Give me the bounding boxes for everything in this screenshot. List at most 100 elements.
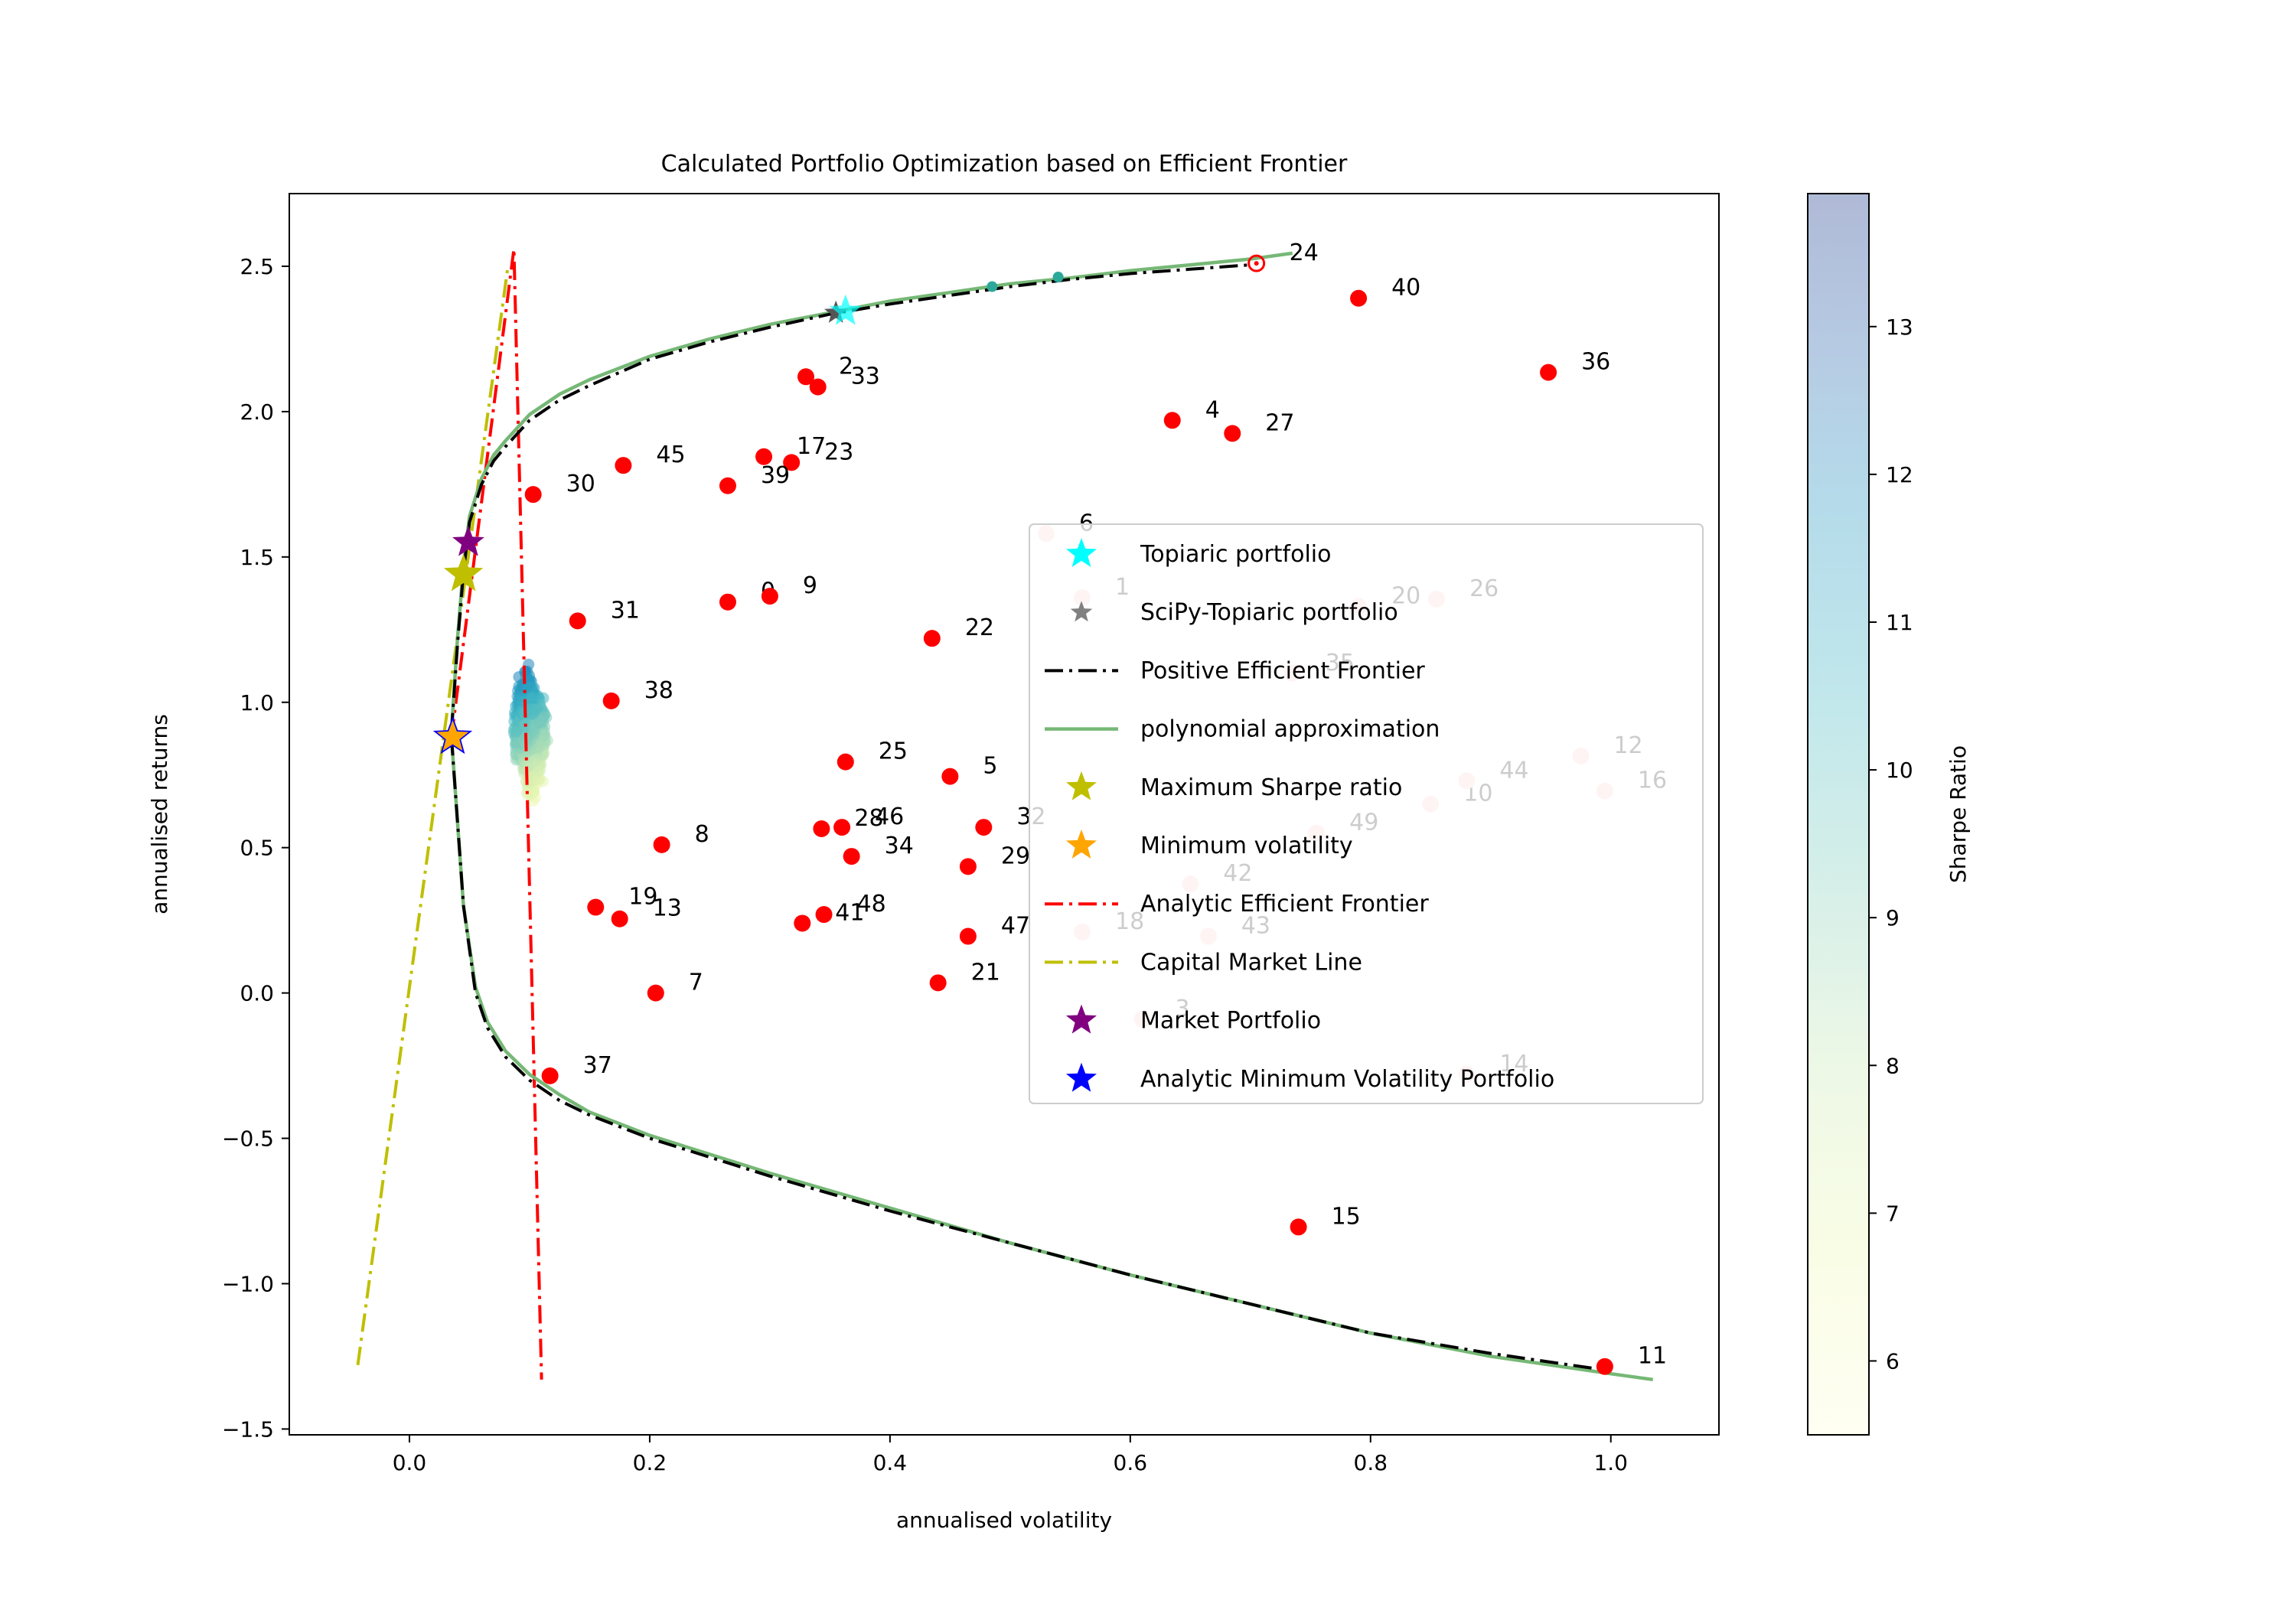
asset-label: 17	[797, 433, 826, 460]
legend-label: Topiaric portfolio	[1140, 541, 1331, 568]
topiaric-star	[829, 294, 862, 325]
asset-point	[975, 819, 993, 836]
minimum-volatility-star	[436, 720, 469, 751]
legend-label: Capital Market Line	[1140, 949, 1362, 976]
asset-point	[837, 753, 854, 771]
asset-label: 30	[566, 471, 595, 497]
random-portfolio-point	[510, 725, 523, 738]
legend-label: Maximum Sharpe ratio	[1140, 774, 1402, 801]
plot-frame	[289, 193, 1720, 1436]
asset-point	[959, 858, 977, 875]
colorbar: 6 7 8 9 10 11 12 13	[1807, 193, 1913, 1436]
colorbar-tick-label: 13	[1886, 315, 1913, 340]
x-tick-label: 0.4	[873, 1450, 908, 1475]
asset-label: 24	[1290, 240, 1319, 266]
asset-point	[1163, 412, 1181, 429]
colorbar-tick-label: 11	[1886, 610, 1913, 635]
random-portfolio-point	[537, 711, 550, 723]
legend-marker-9	[1066, 1062, 1097, 1092]
asset-point	[1247, 254, 1266, 272]
polynomial-approximation-upper	[449, 251, 1293, 732]
y-tick-label: 1.5	[240, 545, 274, 570]
asset-point	[797, 368, 814, 386]
asset-label: 31	[611, 597, 640, 624]
asset-label: 28	[854, 805, 883, 832]
y-tick-label: 0.5	[240, 836, 274, 861]
legend-marker-1	[1070, 601, 1093, 622]
frontier-sample-point	[1052, 272, 1064, 283]
scipy-topiaric-star	[824, 300, 848, 323]
asset-point	[602, 692, 620, 709]
asset-label: 38	[644, 677, 673, 704]
x-tick-label: 0.8	[1354, 1450, 1388, 1475]
x-axis-label: annualised volatility	[896, 1508, 1112, 1533]
asset-label: 15	[1332, 1203, 1361, 1230]
legend-label: polynomial approximation	[1140, 716, 1440, 743]
asset-point	[783, 454, 801, 471]
asset-point	[647, 984, 664, 1002]
colorbar-tick-label: 8	[1886, 1053, 1900, 1078]
asset-point	[1290, 1218, 1307, 1236]
asset-label: 33	[851, 363, 880, 390]
y-tick-label: −1.5	[222, 1416, 274, 1442]
capital-market-line	[356, 266, 510, 1366]
legend-marker-5	[1066, 830, 1097, 859]
asset-point	[569, 612, 586, 630]
asset-label: 13	[653, 895, 682, 922]
market-portfolio-star	[452, 525, 484, 556]
asset-label: 37	[583, 1052, 612, 1079]
asset-label: 21	[971, 959, 1000, 986]
asset-point	[813, 820, 830, 837]
asset-point	[794, 914, 811, 932]
random-portfolios-cloud	[507, 658, 553, 807]
random-portfolio-point	[525, 771, 537, 783]
asset-point	[587, 898, 605, 916]
asset-label: 23	[824, 438, 853, 465]
frontier-sample-point	[987, 281, 998, 292]
colorbar-label: Sharpe Ratio	[1945, 745, 1971, 883]
asset-point	[719, 477, 736, 494]
asset-label: 40	[1391, 275, 1420, 302]
asset-point	[923, 630, 941, 647]
colorbar-frame	[1807, 193, 1870, 1436]
colorbar-tick-label: 7	[1886, 1201, 1900, 1226]
legend: Topiaric portfolio SciPy-Topiaric portfol…	[1029, 523, 1704, 1104]
asset-label: 5	[983, 753, 997, 780]
y-tick-label: 2.0	[240, 399, 274, 425]
asset-point	[761, 588, 778, 605]
colorbar-tick-label: 9	[1886, 905, 1900, 931]
x-tick-label: 0.6	[1114, 1450, 1148, 1475]
asset-label: 7	[689, 970, 703, 996]
asset-label: 39	[761, 462, 790, 489]
asset-point	[815, 906, 833, 924]
colorbar-tick-label: 12	[1886, 462, 1913, 487]
asset-point	[653, 836, 670, 853]
asset-label: 41	[835, 899, 864, 926]
legend-marker-8	[1066, 1004, 1097, 1034]
chart-title: Calculated Portfolio Optimization based …	[661, 151, 1348, 178]
x-tick-label: 0.0	[393, 1450, 427, 1475]
asset-label: 29	[1001, 843, 1030, 869]
colorbar-gradient	[1808, 194, 1869, 1435]
asset-point	[1350, 289, 1368, 307]
asset-label: 25	[879, 738, 908, 765]
y-axis-label: annualised returns	[147, 714, 172, 914]
asset-label: 8	[695, 821, 709, 848]
asset-label: 22	[965, 614, 994, 641]
random-portfolio-point	[526, 691, 538, 703]
asset-point	[755, 448, 773, 465]
y-tick-label: −0.5	[222, 1126, 274, 1152]
y-tick-label: 2.5	[240, 254, 274, 279]
legend-label: Positive Efficient Frontier	[1140, 657, 1425, 684]
random-portfolio-point	[521, 732, 533, 744]
legend-label: Analytic Efficient Frontier	[1140, 891, 1429, 918]
asset-label: 11	[1638, 1343, 1667, 1370]
asset-point	[1224, 425, 1241, 442]
legend-label: Analytic Minimum Volatility Portfolio	[1140, 1066, 1554, 1093]
asset-point	[929, 974, 947, 992]
asset-point	[615, 457, 632, 474]
plot-area: 0123456789101112131415161718192021222324…	[356, 240, 1667, 1382]
asset-point-core	[1254, 261, 1259, 266]
asset-point	[1540, 363, 1557, 381]
